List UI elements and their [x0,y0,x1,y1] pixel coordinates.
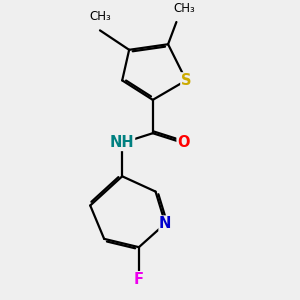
Text: NH: NH [110,135,134,150]
Text: S: S [181,73,191,88]
Text: F: F [134,272,144,287]
Text: CH₃: CH₃ [174,2,196,15]
Text: N: N [159,216,172,231]
Text: O: O [177,135,190,150]
Text: CH₃: CH₃ [89,11,111,23]
